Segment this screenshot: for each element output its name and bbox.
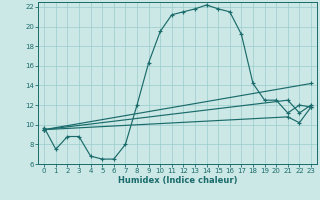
X-axis label: Humidex (Indice chaleur): Humidex (Indice chaleur) xyxy=(118,176,237,185)
